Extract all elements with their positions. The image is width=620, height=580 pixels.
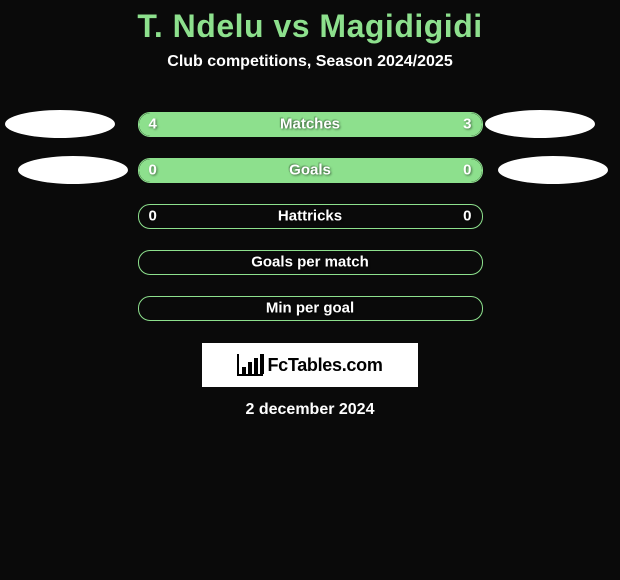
bar-chart-icon [237,354,263,376]
stat-value-left: 0 [149,208,157,225]
stat-row: 4 3 Matches [0,101,620,147]
stats-rows: 4 3 Matches 0 0 Goals 0 0 Hattricks Goals per mat… [0,101,620,331]
brand-logo: FcTables.com [202,343,418,387]
generated-date: 2 december 2024 [0,401,620,419]
player-badge-left [5,110,115,138]
stat-value-right: 3 [463,116,471,133]
stat-row: 0 0 Goals [0,147,620,193]
stat-label: Matches [280,116,340,133]
stat-value-left: 4 [149,116,157,133]
player-badge-right [485,110,595,138]
stat-row: Min per goal [0,285,620,331]
page-title: T. Ndelu vs Magidigidi [0,8,620,45]
stat-bar: 0 0 Goals [138,158,483,183]
stat-value-left: 0 [149,162,157,179]
stat-value-right: 0 [463,208,471,225]
stat-bar: 0 0 Hattricks [138,204,483,229]
subtitle: Club competitions, Season 2024/2025 [0,53,620,71]
player-badge-right [498,156,608,184]
stat-label: Goals per match [251,254,369,271]
stat-bar: Min per goal [138,296,483,321]
stat-bar: 4 3 Matches [138,112,483,137]
stat-row: 0 0 Hattricks [0,193,620,239]
brand-text: FcTables.com [267,355,382,376]
player-badge-left [18,156,128,184]
stat-row: Goals per match [0,239,620,285]
stat-label: Min per goal [266,300,354,317]
stat-label: Hattricks [278,208,342,225]
comparison-card: T. Ndelu vs Magidigidi Club competitions… [0,0,620,419]
stat-value-right: 0 [463,162,471,179]
stat-label: Goals [289,162,331,179]
stat-bar: Goals per match [138,250,483,275]
